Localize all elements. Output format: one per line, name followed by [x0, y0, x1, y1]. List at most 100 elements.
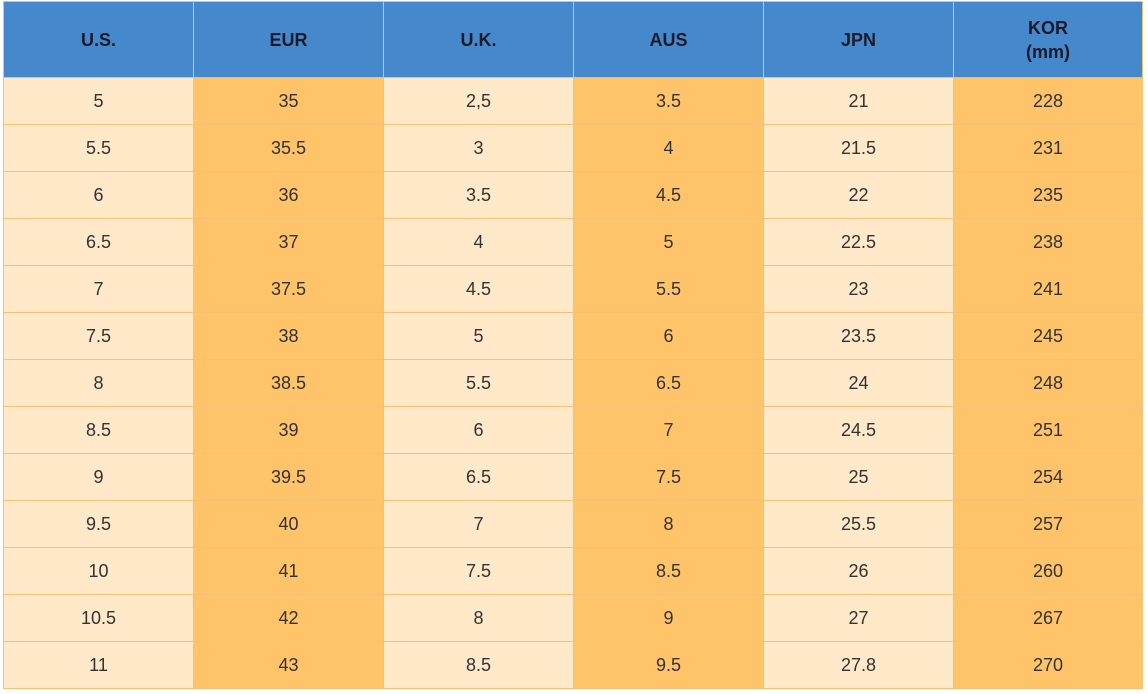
- table-cell: 5: [383, 312, 574, 360]
- table-cell: 39: [193, 406, 384, 454]
- table-row: 5 35 2,5 3.5 21 228: [3, 77, 1143, 125]
- table-cell: 36: [193, 171, 384, 219]
- column-header: AUS: [573, 1, 764, 78]
- table-cell: 37: [193, 218, 384, 266]
- table-row: 7.5 38 5 6 23.5 245: [3, 312, 1143, 360]
- table-row: 8.5 39 6 7 24.5 251: [3, 406, 1143, 454]
- table-cell: 22.5: [763, 218, 954, 266]
- table-cell: 7.5: [573, 453, 764, 501]
- table-cell: 26: [763, 547, 954, 595]
- table-cell: 6: [573, 312, 764, 360]
- size-table: U.S. EUR U.K. AUS JPN KOR (mm) 5 35 2,5 3.5 21 228 5…: [3, 1, 1143, 689]
- table-cell: 43: [193, 641, 384, 689]
- column-header: U.K.: [383, 1, 574, 78]
- table-cell: 8: [573, 500, 764, 548]
- table-row: 10.5 42 8 9 27 267: [3, 594, 1143, 642]
- column-header: EUR: [193, 1, 384, 78]
- table-cell: 25.5: [763, 500, 954, 548]
- header-line: (mm): [1026, 41, 1070, 62]
- table-cell: 27: [763, 594, 954, 642]
- table-cell: 22: [763, 171, 954, 219]
- header-line: KOR: [1028, 17, 1068, 38]
- table-cell: 42: [193, 594, 384, 642]
- table-cell: 38.5: [193, 359, 384, 407]
- table-cell: 2,5: [383, 77, 574, 125]
- table-cell: 9.5: [3, 500, 194, 548]
- table-cell: 21.5: [763, 124, 954, 172]
- table-cell: 267: [953, 594, 1143, 642]
- table-cell: 241: [953, 265, 1143, 313]
- table-cell: 7.5: [383, 547, 574, 595]
- table-row: 9.5 40 7 8 25.5 257: [3, 500, 1143, 548]
- table-cell: 254: [953, 453, 1143, 501]
- table-cell: 25: [763, 453, 954, 501]
- table-cell: 7: [3, 265, 194, 313]
- table-cell: 3.5: [383, 171, 574, 219]
- table-cell: 27.8: [763, 641, 954, 689]
- table-cell: 5: [3, 77, 194, 125]
- table-cell: 4: [573, 124, 764, 172]
- table-cell: 7: [383, 500, 574, 548]
- table-cell: 7.5: [3, 312, 194, 360]
- table-cell: 10.5: [3, 594, 194, 642]
- table-cell: 38: [193, 312, 384, 360]
- table-cell: 235: [953, 171, 1143, 219]
- table-row: 10 41 7.5 8.5 26 260: [3, 547, 1143, 595]
- table-cell: 9: [3, 453, 194, 501]
- header-row: U.S. EUR U.K. AUS JPN KOR (mm): [3, 1, 1143, 78]
- table-cell: 5.5: [3, 124, 194, 172]
- table-cell: 228: [953, 77, 1143, 125]
- table-row: 7 37.5 4.5 5.5 23 241: [3, 265, 1143, 313]
- table-cell: 3.5: [573, 77, 764, 125]
- table-cell: 21: [763, 77, 954, 125]
- table-cell: 231: [953, 124, 1143, 172]
- column-header: JPN: [763, 1, 954, 78]
- table-cell: 238: [953, 218, 1143, 266]
- column-header: KOR (mm): [953, 1, 1143, 78]
- table-cell: 6.5: [573, 359, 764, 407]
- column-header: U.S.: [3, 1, 194, 78]
- table-body: 5 35 2,5 3.5 21 228 5.5 35.5 3 4 21.5 231 6 36 3.5 4.5 2…: [3, 77, 1143, 689]
- table-cell: 260: [953, 547, 1143, 595]
- table-cell: 8: [3, 359, 194, 407]
- table-cell: 40: [193, 500, 384, 548]
- table-cell: 6.5: [383, 453, 574, 501]
- table-cell: 7: [573, 406, 764, 454]
- table-cell: 8.5: [383, 641, 574, 689]
- table-row: 11 43 8.5 9.5 27.8 270: [3, 641, 1143, 689]
- table-cell: 4.5: [573, 171, 764, 219]
- table-cell: 37.5: [193, 265, 384, 313]
- table-cell: 245: [953, 312, 1143, 360]
- table-cell: 6.5: [3, 218, 194, 266]
- table-cell: 4.5: [383, 265, 574, 313]
- table-cell: 5.5: [383, 359, 574, 407]
- table-cell: 8.5: [3, 406, 194, 454]
- table-row: 6 36 3.5 4.5 22 235: [3, 171, 1143, 219]
- table-cell: 23.5: [763, 312, 954, 360]
- table-cell: 35: [193, 77, 384, 125]
- table-cell: 270: [953, 641, 1143, 689]
- table-cell: 257: [953, 500, 1143, 548]
- table-cell: 11: [3, 641, 194, 689]
- table-cell: 8.5: [573, 547, 764, 595]
- table-row: 5.5 35.5 3 4 21.5 231: [3, 124, 1143, 172]
- table-row: 8 38.5 5.5 6.5 24 248: [3, 359, 1143, 407]
- table-cell: 9: [573, 594, 764, 642]
- table-row: 9 39.5 6.5 7.5 25 254: [3, 453, 1143, 501]
- table-cell: 6: [3, 171, 194, 219]
- table-cell: 10: [3, 547, 194, 595]
- table-cell: 24: [763, 359, 954, 407]
- table-cell: 251: [953, 406, 1143, 454]
- table-cell: 23: [763, 265, 954, 313]
- table-cell: 248: [953, 359, 1143, 407]
- table-cell: 5: [573, 218, 764, 266]
- table-row: 6.5 37 4 5 22.5 238: [3, 218, 1143, 266]
- table-cell: 9.5: [573, 641, 764, 689]
- table-cell: 3: [383, 124, 574, 172]
- table-cell: 6: [383, 406, 574, 454]
- table-cell: 41: [193, 547, 384, 595]
- table-cell: 8: [383, 594, 574, 642]
- table-cell: 5.5: [573, 265, 764, 313]
- table-cell: 4: [383, 218, 574, 266]
